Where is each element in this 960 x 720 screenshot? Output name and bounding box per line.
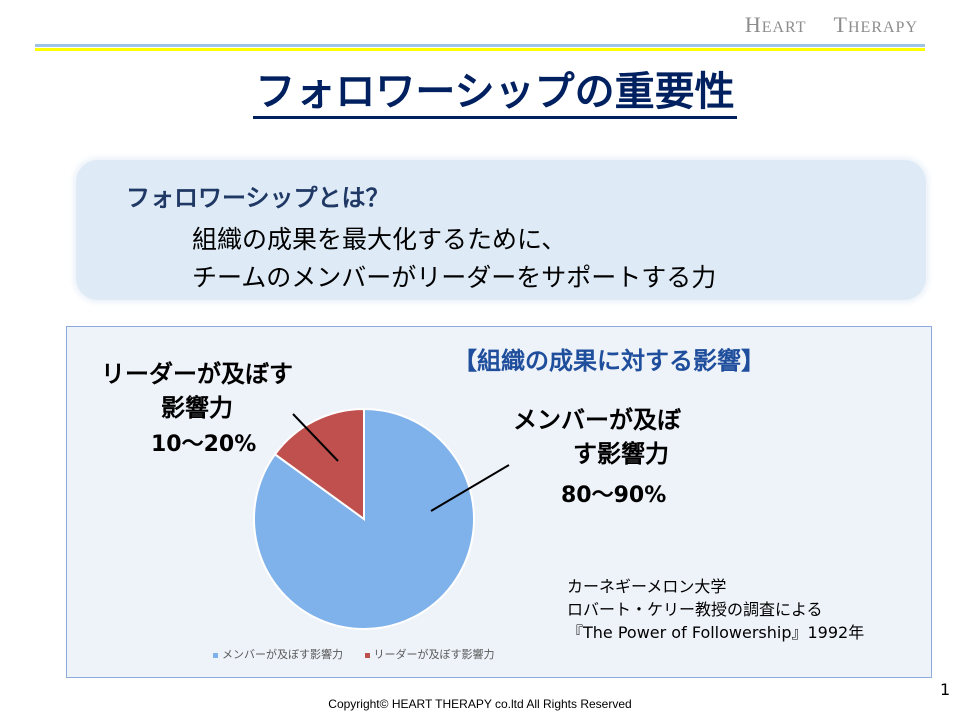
leader-line-leader	[292, 413, 339, 462]
source-line1: カーネギーメロン大学	[567, 577, 727, 596]
copyright-footer: Copyright© HEART THERAPY co.ltd All Righ…	[328, 697, 632, 711]
data-label-member-pct: 80〜90%	[561, 483, 667, 508]
chart-area: 【組織の成果に対する影響】 リーダーが及ぼす 影響力 10〜20% メンバーが及…	[66, 326, 932, 678]
chart-legend: メンバーが及ぼす影響力 リーダーが及ぼす影響力	[213, 646, 513, 662]
definition-answer-line1: 組織の成果を最大化するために、	[192, 225, 567, 254]
data-label-member: メンバーが及ぼ す影響力 80〜90%	[513, 403, 733, 513]
pie-slice-leader	[273, 407, 365, 521]
data-label-leader: リーダーが及ぼす 影響力 10〜20%	[81, 357, 313, 462]
data-label-leader-line2: 影響力	[161, 394, 233, 422]
definition-answer-line2: チームのメンバーがリーダーをサポートする力	[192, 263, 717, 292]
header-rule-blue	[35, 44, 925, 47]
legend-item-leader: リーダーが及ぼす影響力	[364, 646, 495, 662]
legend-label-leader: リーダーが及ぼす影響力	[373, 648, 495, 661]
source-line3: 『The Power of Followership』1992年	[567, 623, 865, 642]
data-label-member-line1: メンバーが及ぼ	[513, 406, 681, 434]
slide-title-wrap: フォロワーシップの重要性	[0, 68, 960, 119]
data-label-member-line2: す影響力	[573, 440, 669, 468]
pie-chart	[253, 407, 510, 630]
data-label-leader-line1: リーダーが及ぼす	[101, 360, 293, 388]
legend-swatch-leader	[364, 652, 370, 658]
definition-question: フォロワーシップとは？	[126, 184, 390, 212]
leader-line-member	[430, 464, 510, 512]
legend-item-member: メンバーが及ぼす影響力	[213, 646, 343, 662]
data-label-leader-pct: 10〜20%	[151, 432, 257, 457]
definition-box: フォロワーシップとは？ 組織の成果を最大化するために、 チームのメンバーがリーダ…	[76, 160, 926, 300]
legend-label-member: メンバーが及ぼす影響力	[222, 648, 343, 661]
page-number: 1	[940, 680, 951, 699]
brand-logo: HEART THERAPY	[744, 12, 918, 37]
source-note: カーネギーメロン大学 ロバート・ケリー教授の調査による 『The Power o…	[567, 575, 864, 644]
header-rule-yellow	[35, 48, 925, 51]
chart-title: 【組織の成果に対する影響】	[453, 347, 765, 375]
source-line2: ロバート・ケリー教授の調査による	[567, 600, 823, 619]
slide-title: フォロワーシップの重要性	[253, 68, 737, 119]
legend-swatch-member	[213, 652, 218, 658]
